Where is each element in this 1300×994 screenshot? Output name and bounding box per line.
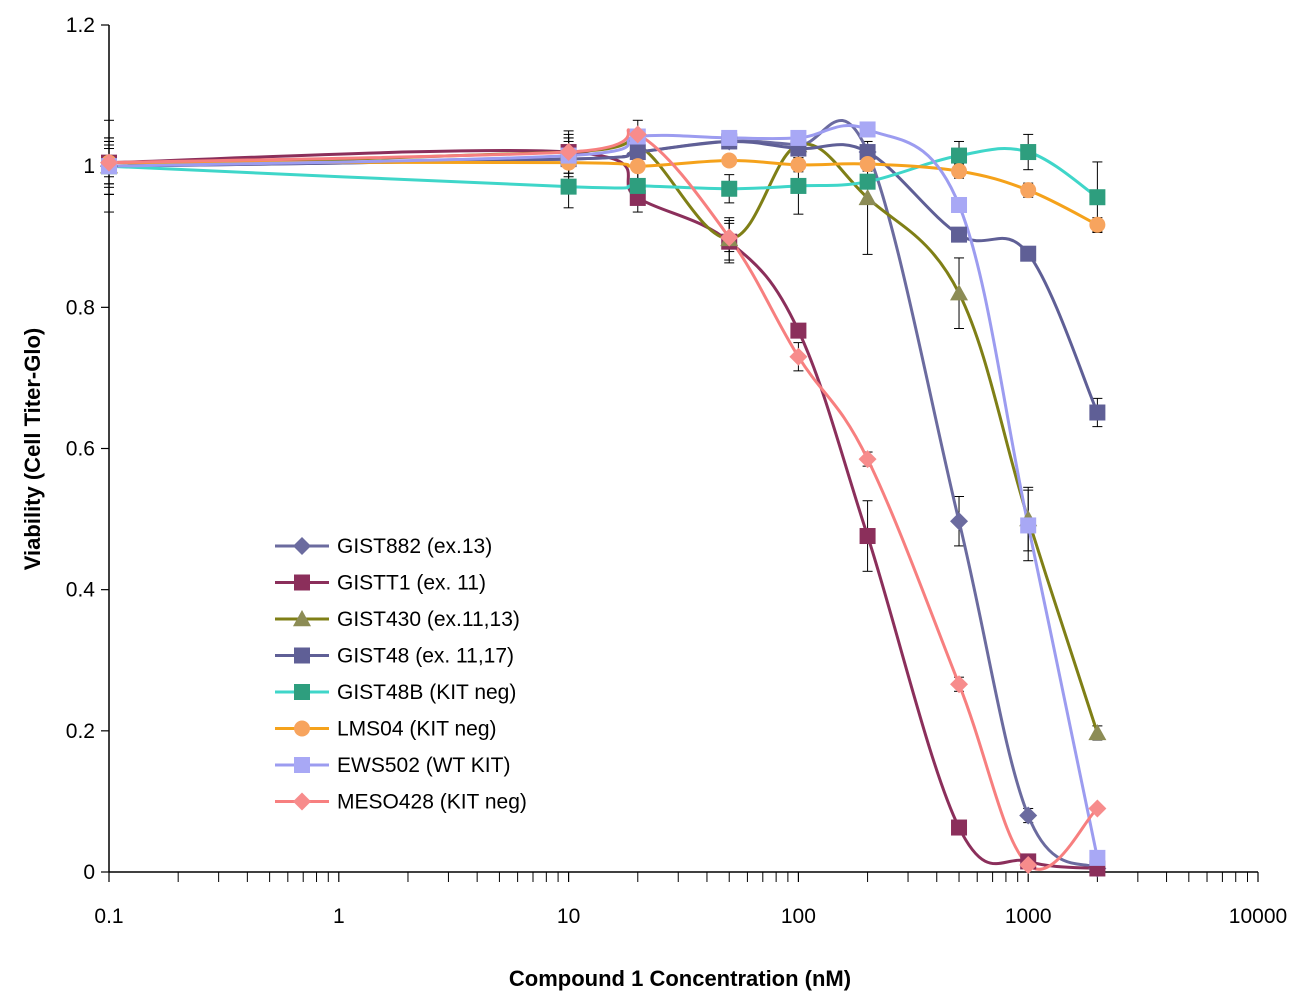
data-point — [790, 177, 807, 194]
data-point — [859, 121, 876, 138]
y-tick-label: 0 — [83, 861, 95, 884]
x-tick-label: 1 — [333, 905, 345, 928]
data-point — [628, 125, 647, 144]
data-point — [790, 129, 807, 146]
data-point — [951, 226, 968, 243]
data-point — [1089, 216, 1106, 233]
series-line — [108, 119, 1099, 870]
data-point — [1020, 144, 1037, 161]
data-point — [859, 528, 876, 545]
data-point — [859, 156, 876, 173]
data-point — [100, 153, 118, 172]
series-line — [108, 139, 1099, 414]
data-point — [950, 512, 969, 531]
series-markers — [100, 121, 1107, 878]
tick-labels: 0 0.2 0.4 0.6 0.8 1 1.2 0.1 1 10 100 1000 10000 — [66, 14, 1287, 928]
axes — [101, 24, 1259, 882]
legend-label: GIST882 (ex.13) — [337, 535, 492, 558]
legend-marker — [293, 792, 311, 811]
data-point — [859, 173, 876, 190]
y-tick-label: 0.8 — [66, 296, 95, 319]
x-axis-title: Compound 1 Concentration (nM) — [509, 966, 851, 991]
series-line — [108, 146, 1099, 199]
data-point — [1089, 189, 1106, 206]
x-tick-label: 100 — [781, 905, 816, 928]
data-point — [790, 156, 807, 173]
legend-label: GIST48 (ex. 11,17) — [337, 645, 514, 668]
legend-marker — [294, 574, 310, 591]
data-point — [951, 163, 968, 180]
data-point — [858, 450, 877, 469]
data-point — [859, 144, 876, 161]
data-point — [951, 196, 968, 213]
legend-label: GISTT1 (ex. 11) — [337, 572, 486, 595]
legend-label: GIST48B (KIT neg) — [337, 681, 516, 704]
data-point — [790, 322, 807, 339]
data-point — [721, 129, 738, 146]
data-point — [1088, 723, 1107, 741]
y-tick-label: 1 — [83, 155, 95, 178]
data-point — [951, 819, 968, 836]
data-point — [1020, 517, 1037, 534]
data-point — [1020, 245, 1037, 262]
data-point — [560, 178, 577, 195]
legend-label: MESO428 (KIT neg) — [337, 791, 527, 814]
legend-marker — [294, 647, 310, 664]
legend-label: EWS502 (WT KIT) — [337, 754, 510, 777]
data-point — [1019, 855, 1038, 874]
data-point — [789, 347, 808, 366]
legend-marker — [294, 757, 310, 773]
legend-marker — [293, 537, 311, 555]
x-tick-label: 1000 — [1005, 905, 1052, 928]
x-tick-label: 0.1 — [94, 905, 123, 928]
data-point — [629, 177, 646, 194]
data-point — [950, 284, 969, 301]
data-point — [559, 143, 578, 162]
series-line — [108, 124, 1099, 859]
data-point — [950, 675, 969, 694]
data-point — [629, 144, 646, 161]
legend-label: GIST430 (ex.11,13) — [337, 608, 520, 631]
data-point — [629, 158, 646, 175]
data-point — [1020, 182, 1037, 199]
y-tick-label: 0.4 — [66, 579, 96, 602]
legend: GIST882 (ex.13) GISTT1 (ex. 11) GIST430 (e… — [275, 535, 527, 814]
legend-label: LMS04 (KIT neg) — [337, 718, 497, 741]
data-point — [720, 228, 739, 247]
series-line — [108, 158, 1099, 227]
series-line — [108, 128, 1099, 871]
series-line — [108, 148, 1098, 870]
legend-marker — [294, 720, 310, 737]
data-point — [951, 147, 968, 164]
x-tick-label: 10000 — [1229, 905, 1287, 928]
legend-marker — [293, 610, 311, 627]
data-point — [721, 152, 738, 169]
error-bars — [104, 119, 1103, 824]
x-tick-label: 10 — [557, 905, 580, 928]
y-tick-label: 0.2 — [66, 720, 95, 743]
y-tick-label: 1.2 — [66, 14, 95, 37]
y-axis-title: Viability (Cell Titer-Glo) — [20, 328, 45, 570]
data-point — [1088, 799, 1107, 818]
y-tick-label: 0.6 — [66, 438, 95, 461]
data-point — [858, 188, 877, 206]
data-point — [1089, 849, 1106, 866]
series-lines — [108, 119, 1099, 871]
legend-marker — [294, 684, 310, 700]
data-point — [1019, 806, 1038, 825]
data-point — [721, 180, 738, 197]
data-point — [1089, 404, 1106, 421]
